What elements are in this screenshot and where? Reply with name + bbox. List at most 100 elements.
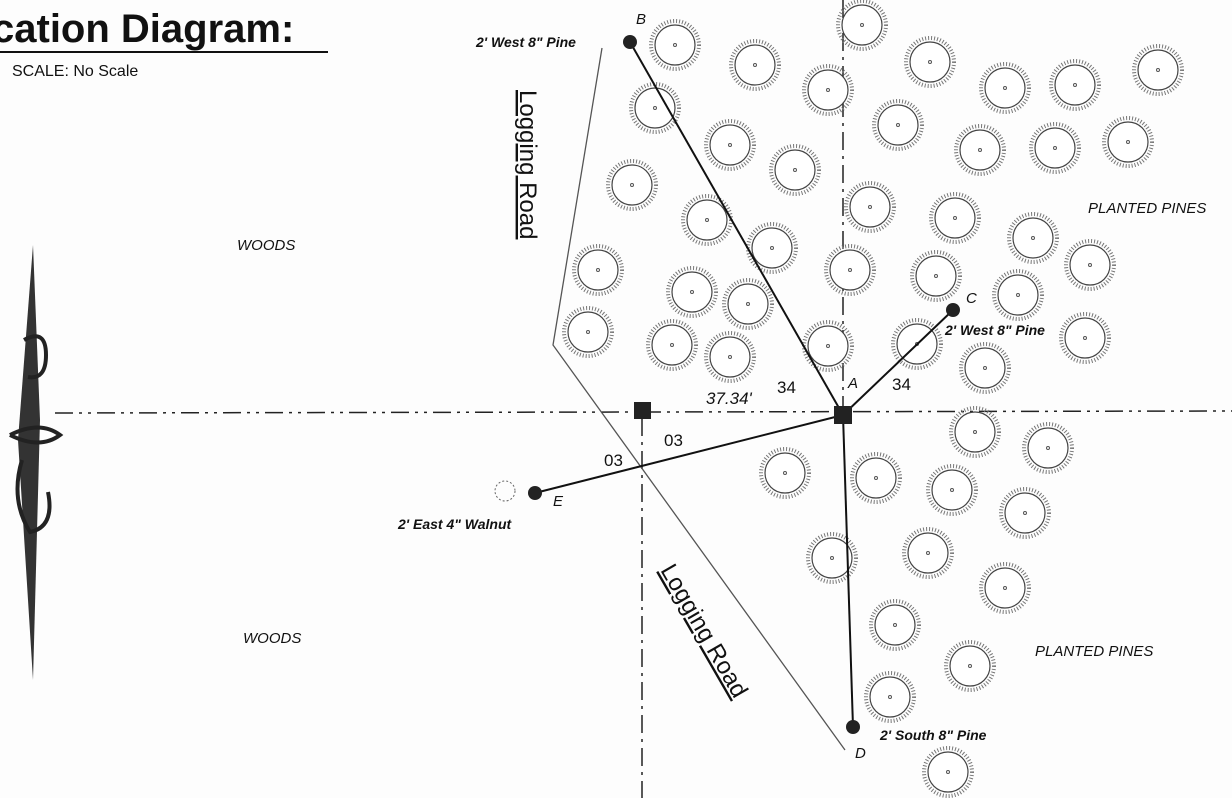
point-note: 2' West 8" Pine [944, 322, 1045, 338]
tree [931, 469, 973, 511]
point-note: 2' West 8" Pine [475, 34, 576, 50]
tree [849, 186, 891, 228]
tree [891, 318, 943, 370]
tree [864, 671, 916, 723]
tree [959, 129, 1001, 171]
point-label: C [966, 290, 977, 307]
tree [649, 19, 701, 71]
tree [1102, 116, 1154, 168]
tree [567, 311, 609, 353]
tree [606, 159, 658, 211]
tree [666, 266, 718, 318]
tree [807, 325, 849, 367]
tree [1049, 59, 1101, 111]
tree [909, 41, 951, 83]
tree [874, 604, 916, 646]
tree [902, 527, 954, 579]
tree [764, 452, 806, 494]
tree [1007, 212, 1059, 264]
tree [959, 342, 1011, 394]
tree [934, 274, 938, 278]
bearing: 03 [664, 431, 683, 450]
tree [1156, 68, 1160, 72]
walnut [494, 480, 516, 502]
tree [734, 44, 776, 86]
tree [1064, 239, 1116, 291]
tree [1031, 236, 1035, 240]
tree [770, 246, 774, 250]
tree [634, 87, 676, 129]
tree [709, 124, 751, 166]
point-note: 2' East 4" Walnut [397, 516, 513, 532]
tree [1137, 49, 1179, 91]
tree [997, 274, 1039, 316]
tree [1069, 244, 1111, 286]
tree [753, 63, 757, 67]
tree [848, 268, 852, 272]
tree [705, 218, 709, 222]
tree [904, 36, 956, 88]
tree [830, 556, 834, 560]
tree [1027, 427, 1069, 469]
point-a-marker [834, 406, 852, 424]
tree [928, 60, 932, 64]
tree [774, 149, 816, 191]
tree [926, 464, 978, 516]
point-b-marker [623, 35, 637, 49]
tree [964, 347, 1006, 389]
tree [999, 487, 1051, 539]
tree [1132, 44, 1184, 96]
point-e-marker [528, 486, 542, 500]
tree [728, 355, 732, 359]
tree [1003, 86, 1007, 90]
tree [888, 695, 892, 699]
tree [690, 290, 694, 294]
tree [893, 623, 897, 627]
point-label: D [855, 745, 866, 762]
tree [1073, 83, 1077, 87]
tree [979, 62, 1031, 114]
tree [872, 99, 924, 151]
road-label: Logging Road [514, 90, 541, 239]
tree [983, 366, 987, 370]
bearing: 34 [892, 375, 911, 394]
tree [855, 457, 897, 499]
tree [984, 567, 1026, 609]
tree [704, 119, 756, 171]
tree [1003, 586, 1007, 590]
tree [992, 269, 1044, 321]
tree [671, 271, 713, 313]
tree [727, 283, 769, 325]
tree [686, 199, 728, 241]
bearing: 34 [777, 378, 796, 397]
tree [869, 676, 911, 718]
distance: 37.34' [706, 389, 753, 408]
compass [18, 245, 40, 680]
tree [1016, 293, 1020, 297]
area-label: WOODS [237, 237, 295, 254]
tree [949, 406, 1001, 458]
bearing: 03 [604, 451, 623, 470]
line-ae [534, 414, 844, 494]
tree [562, 306, 614, 358]
tree [1034, 127, 1076, 169]
tree [1064, 317, 1106, 359]
tree [984, 67, 1026, 109]
tree [922, 746, 974, 798]
line-ab [629, 41, 844, 416]
tree [1012, 217, 1054, 259]
tree [704, 331, 756, 383]
tree [954, 411, 996, 453]
tree [874, 476, 878, 480]
tree [953, 216, 957, 220]
point-note: 2' South 8" Pine [879, 727, 987, 743]
tree [654, 24, 696, 66]
point-c-marker [946, 303, 960, 317]
tree [896, 123, 900, 127]
tree [907, 532, 949, 574]
tree [586, 330, 590, 334]
tree [577, 249, 619, 291]
tree [826, 344, 830, 348]
road-label: Logging Road [655, 560, 753, 703]
tree [1022, 422, 1074, 474]
